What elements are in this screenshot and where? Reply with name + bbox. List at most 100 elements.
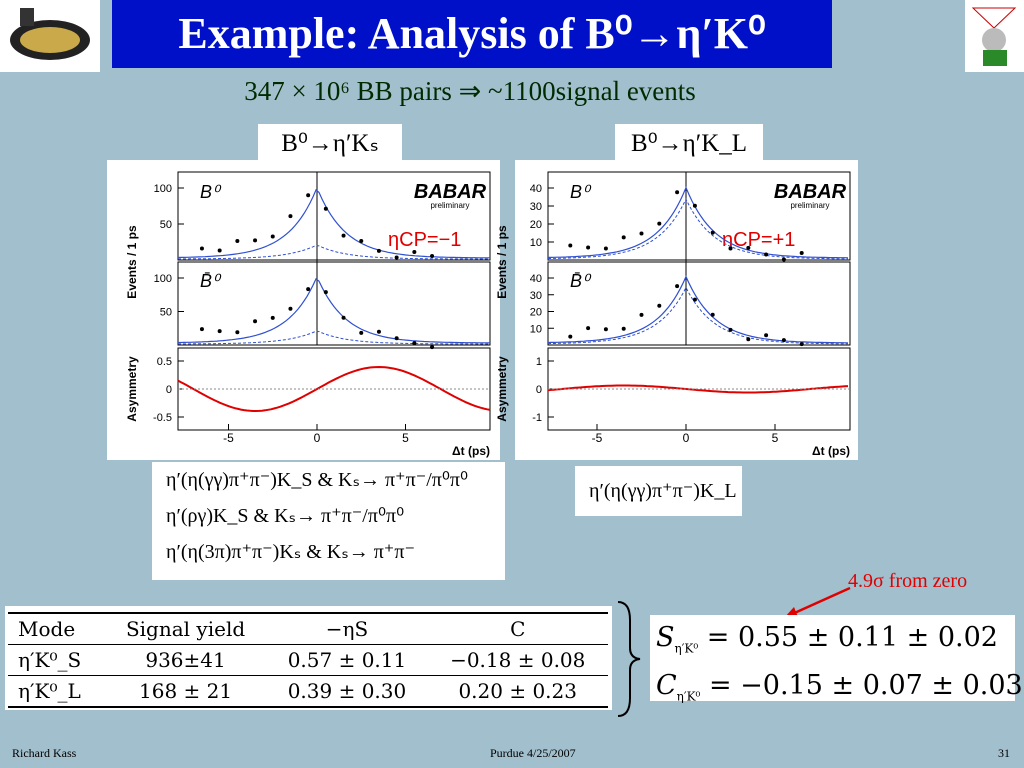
experiment-logo: BABAR [414, 181, 487, 203]
results-table: Mode Signal yield −ηS C η′K⁰_S 936±41 0.… [5, 606, 612, 710]
data-point [657, 303, 662, 308]
data-point [639, 312, 644, 317]
x-axis-label: Δt (ps) [452, 444, 490, 458]
y-tick-label: 10 [530, 323, 542, 335]
brace [617, 601, 641, 717]
data-point [394, 255, 399, 260]
data-point [728, 327, 733, 332]
data-point [412, 341, 417, 346]
logo-subtitle: preliminary [430, 201, 469, 210]
data-point [568, 334, 573, 339]
data-point [199, 327, 204, 332]
y-tick-label: 10 [530, 237, 542, 249]
decay-list: η′(η(γγ)π⁺π⁻)K_S & Kₛ→ π⁺π⁻/π⁰π⁰ η′(ργ)K… [152, 462, 505, 580]
data-point [430, 345, 435, 350]
y-tick-label: 50 [160, 307, 172, 319]
x-tick-label: 0 [683, 431, 690, 445]
decay-line: η′(η(3π)π⁺π⁻)Kₛ & Kₛ→ π⁺π⁻ [166, 541, 416, 563]
data-point [621, 235, 626, 240]
subplot-label: B⁰ [570, 182, 592, 202]
cp-label: ηCP=−1 [388, 229, 461, 251]
data-point [675, 284, 680, 289]
data-point [639, 231, 644, 236]
value: = 0.55 ± 0.11 ± 0.02 [706, 622, 998, 653]
subscript: η′K⁰ [676, 689, 701, 704]
header-cell: Mode [18, 617, 76, 641]
decay-line: η′(ργ)K_S & Kₛ→ π⁺π⁻/π⁰π⁰ [166, 505, 405, 527]
footer-page: 31 [998, 746, 1010, 760]
cell: η′K⁰_S [18, 648, 82, 672]
data-point [781, 338, 786, 343]
y-tick-label: 50 [160, 219, 172, 231]
data-point [235, 239, 240, 244]
data-point [430, 254, 435, 259]
y-tick-label: 20 [530, 219, 542, 231]
cell: 168 ± 21 [139, 679, 233, 703]
fit-curve [548, 186, 849, 259]
data-point [323, 290, 328, 295]
symbol: S [656, 622, 675, 653]
y-tick-label: 30 [530, 290, 542, 302]
x-tick-label: -5 [223, 431, 234, 445]
data-point [710, 312, 715, 317]
data-point [764, 252, 769, 257]
data-point [359, 330, 364, 335]
data-point [288, 214, 293, 219]
annotation: 4.9σ from zero [848, 570, 968, 592]
data-point [217, 329, 222, 334]
y-axis-label: Events / 1 ps [125, 225, 139, 299]
subplot-label: B̄⁰ [200, 271, 222, 291]
header-cell: C [510, 617, 526, 641]
data-point [270, 315, 275, 320]
cell: η′K⁰_L [18, 679, 81, 703]
data-point [799, 342, 804, 347]
decay-line: η′(η(γγ)π⁺π⁻)K_S & Kₛ→ π⁺π⁻/π⁰π⁰ [166, 469, 469, 491]
fit-curve [178, 277, 491, 344]
fit-component [548, 198, 848, 260]
value: = −0.15 ± 0.07 ± 0.03 [708, 670, 1023, 702]
fit-component [178, 244, 490, 260]
data-point [799, 251, 804, 256]
subplot-frame [177, 261, 491, 346]
result-line: Sη′K⁰ = 0.55 ± 0.11 ± 0.02 [650, 619, 1015, 667]
asymmetry-curve [177, 365, 491, 412]
data-point [586, 245, 591, 250]
header-cell: −ηS [325, 617, 369, 641]
y-tick-label: 1 [536, 356, 542, 368]
x-axis-label: Δt (ps) [812, 444, 850, 458]
data-point [728, 246, 733, 251]
logo-art [10, 8, 90, 60]
y-tick-label: -0.5 [153, 412, 172, 424]
x-tick-label: 5 [772, 431, 779, 445]
data-point [603, 246, 608, 251]
plot-background [107, 160, 500, 460]
data-point [270, 234, 275, 239]
panel-label: B⁰→η′K_L [615, 124, 763, 164]
logo-right [965, 0, 1024, 72]
data-point [568, 243, 573, 248]
data-point [764, 333, 769, 338]
x-tick-label: 5 [402, 431, 409, 445]
data-point [341, 233, 346, 238]
y-tick-label: 0 [166, 384, 172, 396]
data-point [586, 326, 591, 331]
x-tick-label: 0 [314, 431, 321, 445]
logo-subtitle: preliminary [790, 201, 829, 210]
y-tick-label: 30 [530, 201, 542, 213]
table-header: Mode Signal yield −ηS C [8, 613, 608, 645]
cell: 0.57 ± 0.11 [287, 648, 407, 672]
subplot-label: B⁰ [200, 182, 222, 202]
data-point [288, 306, 293, 311]
y-tick-label: 40 [530, 273, 542, 285]
data-point [359, 238, 364, 243]
data-point [217, 248, 222, 253]
data-point [692, 203, 697, 208]
data-point [376, 248, 381, 253]
data-point [253, 319, 258, 324]
asymmetry-curve [547, 384, 849, 394]
data-point [781, 257, 786, 262]
header-cell: Signal yield [125, 617, 246, 641]
logo-art [971, 7, 1017, 66]
